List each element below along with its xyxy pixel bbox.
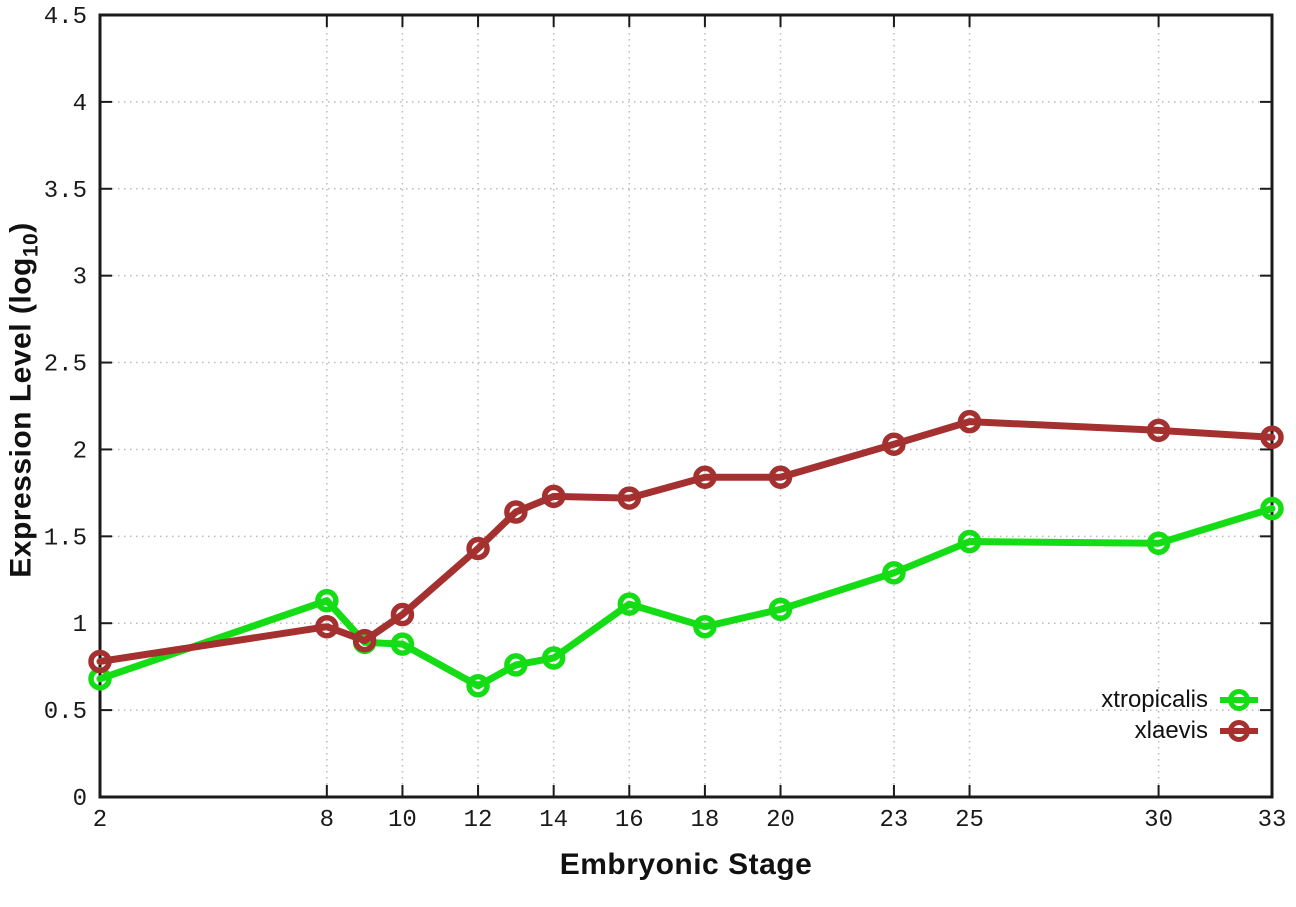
- data-point-xlaevis: [541, 484, 566, 509]
- data-point-xlaevis: [352, 628, 377, 653]
- data-point-xlaevis: [768, 465, 793, 489]
- x-tick-label: 2: [93, 807, 107, 834]
- x-axis-title: Embryonic Stage: [559, 848, 813, 881]
- data-point-xlaevis: [504, 500, 528, 524]
- y-axis-title-text: Expression Level (log: [4, 257, 38, 578]
- y-axis-title: Expression Level (log10): [5, 222, 44, 577]
- data-point-xlaevis: [466, 536, 490, 561]
- x-tick-label: 20: [766, 807, 795, 834]
- data-point-xtropicalis: [957, 529, 982, 554]
- y-tick-label: 0.5: [44, 699, 87, 726]
- legend: xtropicalis xlaevis: [1101, 684, 1258, 746]
- data-point-xlaevis: [882, 432, 906, 456]
- data-point-xlaevis: [315, 614, 339, 639]
- open-circle-marker-icon: [1220, 718, 1258, 744]
- series-line-xtropicalis: [96, 505, 1276, 690]
- data-point-xlaevis: [617, 486, 642, 510]
- x-tick-label: 18: [690, 807, 719, 834]
- y-tick-label: 3: [73, 265, 87, 292]
- data-point-xtropicalis: [504, 653, 528, 677]
- data-point-xtropicalis: [541, 646, 566, 670]
- x-tick-label: 16: [615, 807, 644, 834]
- open-circle-marker-icon: [1220, 687, 1258, 713]
- y-tick-label: 2.5: [44, 352, 87, 379]
- data-point-xtropicalis: [768, 597, 793, 622]
- x-tick-label: 33: [1258, 807, 1287, 834]
- y-tick-label: 3.5: [44, 178, 87, 205]
- x-tick-label: 14: [539, 807, 568, 834]
- legend-label: xtropicalis: [1101, 685, 1208, 713]
- x-tick-label: 8: [320, 807, 334, 834]
- y-axis-title-subscript: 10: [19, 232, 43, 258]
- data-point-xtropicalis: [1260, 496, 1284, 521]
- data-point-xlaevis: [957, 409, 982, 434]
- x-tick-label: 25: [955, 807, 984, 834]
- data-point-xtropicalis: [693, 614, 717, 639]
- data-point-xtropicalis: [1146, 531, 1171, 556]
- y-axis-title-close: ): [4, 222, 38, 233]
- data-point-xlaevis: [390, 602, 415, 627]
- data-point-xtropicalis: [315, 588, 339, 613]
- data-point-xlaevis: [88, 649, 112, 674]
- plot-border: [98, 13, 1274, 799]
- legend-item-xlaevis: xlaevis: [1101, 715, 1258, 746]
- data-point-xtropicalis: [390, 632, 415, 656]
- data-point-xtropicalis: [617, 592, 642, 616]
- data-point-xlaevis: [1146, 418, 1171, 443]
- data-point-xtropicalis: [882, 561, 906, 585]
- data-point-xtropicalis: [466, 674, 490, 698]
- legend-label: xlaevis: [1134, 716, 1208, 744]
- y-tick-label: 4: [73, 91, 87, 118]
- y-tick-label: 0: [73, 786, 87, 813]
- data-point-xlaevis: [693, 465, 717, 489]
- y-tick-label: 4.5: [44, 4, 87, 31]
- x-tick-label: 10: [388, 807, 417, 834]
- y-tick-label: 1: [73, 612, 87, 639]
- y-tick-label: 2: [73, 438, 87, 465]
- data-point-xlaevis: [1260, 425, 1284, 450]
- x-tick-label: 23: [880, 807, 909, 834]
- x-tick-label: 30: [1144, 807, 1173, 834]
- x-tick-label: 12: [464, 807, 493, 834]
- y-tick-label: 1.5: [44, 525, 87, 552]
- legend-item-xtropicalis: xtropicalis: [1101, 684, 1258, 715]
